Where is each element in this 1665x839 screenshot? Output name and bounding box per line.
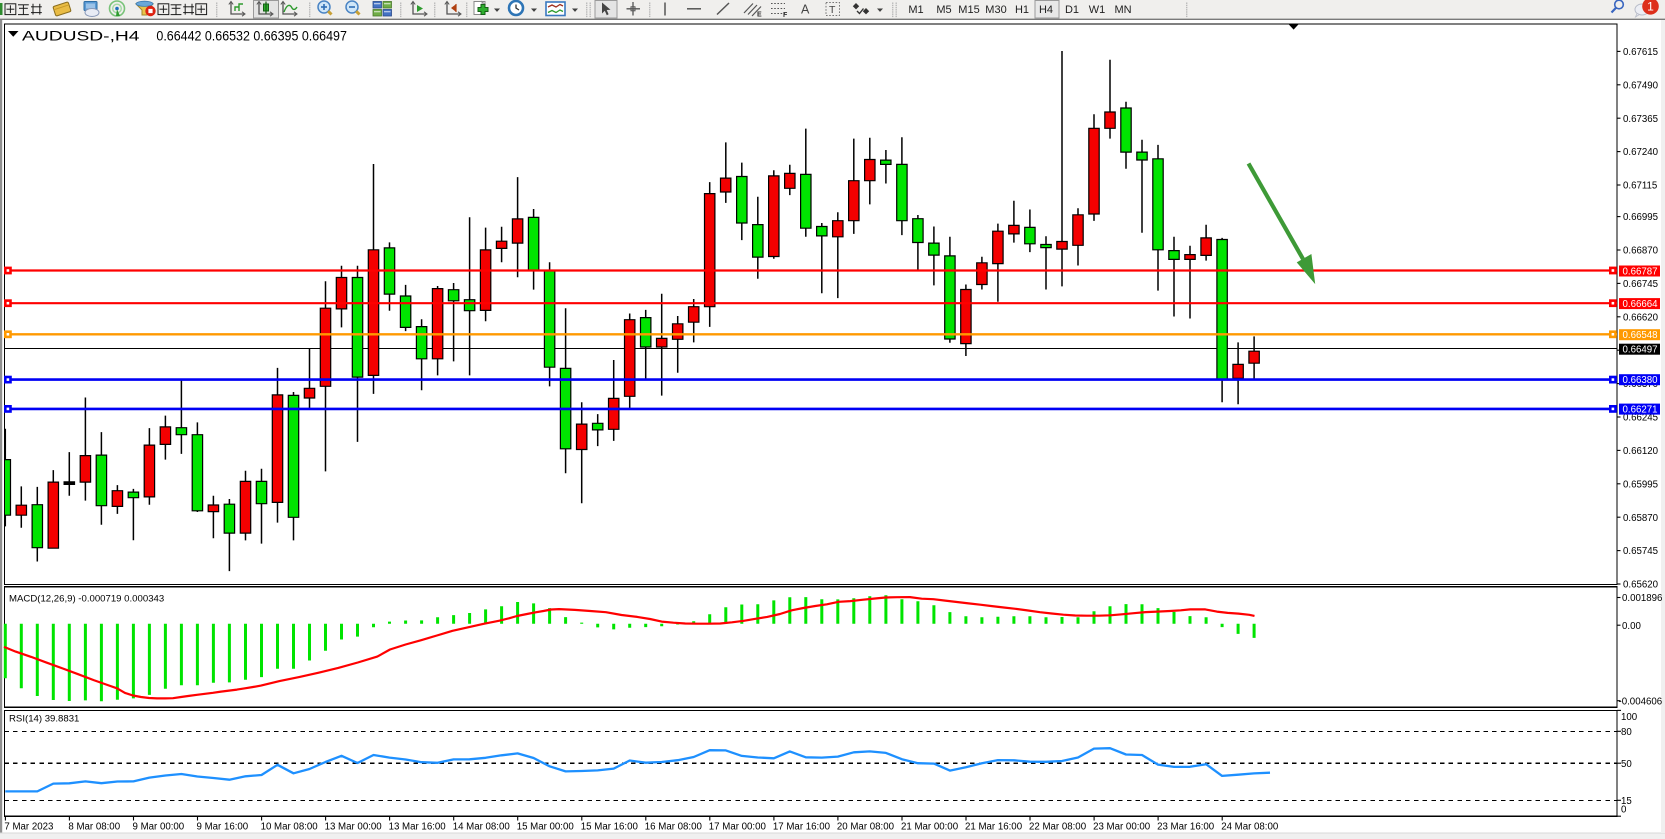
svg-text:13 Mar 00:00: 13 Mar 00:00 [325,822,383,833]
svg-text:15 Mar 16:00: 15 Mar 16:00 [581,822,639,833]
svg-text:0.66271: 0.66271 [1623,405,1658,416]
svg-text:80: 80 [1621,727,1632,738]
svg-text:MACD(12,26,9) -0.000719 0.0003: MACD(12,26,9) -0.000719 0.000343 [9,594,164,605]
svg-text:20 Mar 08:00: 20 Mar 08:00 [837,822,895,833]
svg-text:0.66995: 0.66995 [1623,212,1658,223]
svg-text:15: 15 [1621,796,1632,807]
svg-text:0.66497: 0.66497 [1623,345,1658,356]
svg-text:14 Mar 08:00: 14 Mar 08:00 [453,822,511,833]
svg-text:M15: M15 [958,4,979,16]
svg-text:10 Mar 08:00: 10 Mar 08:00 [261,822,319,833]
svg-text:17 Mar 00:00: 17 Mar 00:00 [709,822,767,833]
svg-text:21 Mar 00:00: 21 Mar 00:00 [901,822,959,833]
svg-text:0.66120: 0.66120 [1623,446,1659,457]
svg-text:0.67365: 0.67365 [1623,114,1658,125]
svg-text:-0.004606: -0.004606 [1619,696,1663,707]
svg-text:9 Mar 16:00: 9 Mar 16:00 [197,822,249,833]
svg-text:21 Mar 16:00: 21 Mar 16:00 [965,822,1023,833]
svg-text:F: F [783,12,788,19]
svg-text:0.66787: 0.66787 [1623,267,1658,278]
svg-text:13 Mar 16:00: 13 Mar 16:00 [389,822,447,833]
svg-text:0.66442 0.66532 0.66395 0.6649: 0.66442 0.66532 0.66395 0.66497 [156,29,347,44]
svg-text:0.65995: 0.65995 [1623,479,1658,490]
svg-text:0.66870: 0.66870 [1623,246,1659,257]
svg-text:17 Mar 16:00: 17 Mar 16:00 [773,822,831,833]
svg-text:16 Mar 08:00: 16 Mar 08:00 [645,822,703,833]
svg-text:0.65745: 0.65745 [1623,546,1658,557]
svg-text:W1: W1 [1089,4,1106,16]
svg-text:0.66745: 0.66745 [1623,279,1658,290]
svg-text:0.66664: 0.66664 [1623,299,1659,310]
svg-text:9 Mar 00:00: 9 Mar 00:00 [133,822,185,833]
svg-text:MN: MN [1114,4,1131,16]
svg-text:T: T [829,4,836,16]
svg-text:1: 1 [1647,0,1654,14]
svg-text:0.67240: 0.67240 [1623,147,1659,158]
svg-text:0.66245: 0.66245 [1623,413,1658,424]
svg-text:0.65870: 0.65870 [1623,513,1659,524]
svg-text:23 Mar 00:00: 23 Mar 00:00 [1093,822,1151,833]
svg-text:M1: M1 [908,4,923,16]
svg-text:15 Mar 00:00: 15 Mar 00:00 [517,822,575,833]
svg-text:D1: D1 [1065,4,1079,16]
svg-text:RSI(14) 39.8831: RSI(14) 39.8831 [9,714,79,725]
svg-text:H1: H1 [1015,4,1029,16]
svg-text:AUDUSD-,H4: AUDUSD-,H4 [22,29,140,44]
svg-text:23 Mar 16:00: 23 Mar 16:00 [1157,822,1215,833]
svg-text:7 Mar 2023: 7 Mar 2023 [4,822,53,833]
svg-text:24 Mar 08:00: 24 Mar 08:00 [1221,822,1279,833]
svg-text:22 Mar 08:00: 22 Mar 08:00 [1029,822,1087,833]
svg-text:A: A [801,3,810,17]
svg-text:0.00: 0.00 [1622,621,1641,632]
svg-text:0.67615: 0.67615 [1623,47,1658,58]
svg-text:M5: M5 [936,4,951,16]
svg-text:0.66620: 0.66620 [1623,312,1659,323]
svg-text:E: E [757,12,762,19]
svg-text:50: 50 [1621,759,1632,770]
svg-text:0.65620: 0.65620 [1623,580,1659,591]
svg-text:M30: M30 [985,4,1006,16]
svg-text:0.66380: 0.66380 [1623,375,1659,386]
svg-text:0.001896: 0.001896 [1622,593,1662,604]
svg-text:0.67115: 0.67115 [1623,181,1657,192]
svg-text:0.66548: 0.66548 [1623,330,1658,341]
svg-text:0: 0 [1621,804,1627,815]
svg-text:0.67490: 0.67490 [1623,80,1659,91]
svg-text:100: 100 [1621,712,1638,723]
svg-text:H4: H4 [1039,4,1053,16]
svg-text:8 Mar 08:00: 8 Mar 08:00 [68,822,120,833]
